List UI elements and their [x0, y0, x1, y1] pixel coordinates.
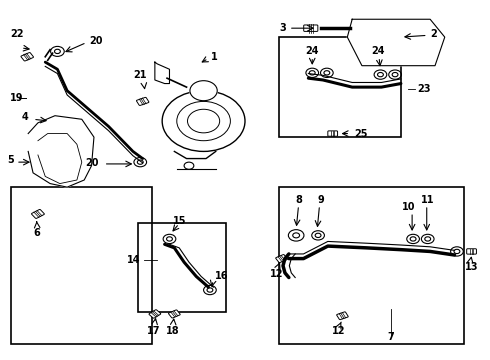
Text: 20: 20	[85, 158, 99, 168]
Text: 19: 19	[10, 93, 24, 103]
Bar	[279, 187, 464, 344]
Text: 20: 20	[89, 36, 102, 46]
FancyBboxPatch shape	[136, 97, 149, 105]
Text: 12: 12	[332, 327, 346, 337]
Circle shape	[162, 91, 245, 152]
Text: 4: 4	[22, 112, 28, 122]
Text: 18: 18	[166, 327, 180, 337]
Text: 23: 23	[417, 84, 431, 94]
Text: 21: 21	[133, 70, 147, 80]
Bar	[279, 37, 401, 137]
Text: 9: 9	[317, 195, 324, 204]
Text: 12: 12	[270, 269, 283, 279]
FancyBboxPatch shape	[276, 255, 288, 263]
FancyBboxPatch shape	[21, 53, 33, 61]
Text: 13: 13	[465, 262, 478, 272]
FancyBboxPatch shape	[304, 25, 318, 31]
Circle shape	[190, 81, 217, 101]
Text: 16: 16	[215, 271, 228, 282]
Text: 14: 14	[127, 255, 140, 265]
Polygon shape	[155, 62, 170, 84]
FancyBboxPatch shape	[466, 249, 476, 254]
FancyBboxPatch shape	[337, 312, 348, 320]
Text: 8: 8	[295, 195, 302, 204]
Text: 24: 24	[305, 46, 319, 57]
Text: 10: 10	[401, 202, 415, 212]
Text: 6: 6	[34, 228, 40, 238]
Text: 22: 22	[10, 28, 24, 39]
Text: 11: 11	[421, 195, 435, 204]
Text: 25: 25	[355, 129, 368, 139]
Text: 2: 2	[430, 28, 437, 39]
Text: 1: 1	[211, 52, 218, 62]
Text: 24: 24	[371, 46, 385, 57]
FancyBboxPatch shape	[328, 131, 338, 136]
FancyBboxPatch shape	[169, 310, 180, 318]
FancyBboxPatch shape	[31, 210, 45, 219]
Text: 15: 15	[173, 216, 187, 226]
Polygon shape	[347, 19, 445, 66]
FancyBboxPatch shape	[149, 310, 161, 318]
Text: 7: 7	[388, 332, 394, 342]
Bar	[11, 187, 152, 344]
Text: 3: 3	[280, 23, 287, 33]
Circle shape	[188, 109, 220, 133]
Bar	[138, 223, 225, 312]
Text: 5: 5	[7, 156, 14, 165]
Polygon shape	[28, 116, 94, 187]
Text: 17: 17	[147, 327, 161, 337]
